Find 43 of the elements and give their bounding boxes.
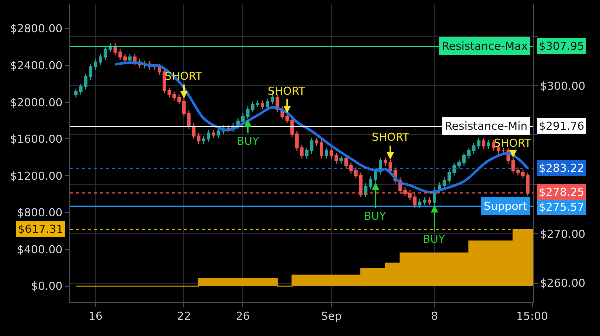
candlestick (197, 132, 201, 145)
x-tick-label: 22 (177, 310, 192, 324)
y2-tick-label: $2000.00 (10, 96, 63, 110)
y-tick-label: $307.95 (539, 40, 584, 53)
candlestick (324, 148, 328, 160)
annotation: SHORT (372, 131, 410, 144)
annotation: BUY (423, 233, 446, 246)
candlestick (487, 140, 490, 150)
x-tick-label: 15:00 (516, 310, 548, 324)
candlestick (261, 100, 265, 110)
x-tick-label: 16 (88, 310, 103, 324)
annotation: BUY (364, 210, 387, 223)
candlestick (212, 130, 216, 139)
y2-tick-label: $1600.00 (10, 133, 63, 146)
y2-tick-label: $1200.00 (10, 170, 63, 183)
ref-line-label: Support (484, 200, 528, 213)
candlestick (428, 196, 432, 206)
annotation: SHORT (268, 85, 306, 98)
y2-tick-label: $400.00 (17, 243, 63, 256)
y2-tick-label: $617.31 (18, 223, 64, 236)
y2-tick-label: $0.00 (31, 280, 63, 294)
y-tick-label: $275.57 (539, 201, 584, 214)
annotation: BUY (237, 135, 260, 148)
x-tick-label: 8 (431, 310, 438, 324)
candlestick (482, 138, 486, 150)
y-tick-label: $278.25 (539, 186, 584, 199)
ref-line-label: Resistance-Min (445, 120, 528, 133)
y-tick-label: $270.00 (540, 228, 586, 241)
y2-tick-label: $800.00 (17, 206, 63, 220)
candlestick (340, 155, 344, 164)
x-tick-label: 26 (236, 310, 250, 324)
candlestick (502, 148, 506, 154)
y-tick-label: $300.00 (540, 80, 586, 93)
candlestick (153, 64, 156, 71)
y2-tick-label: $2400.00 (10, 59, 63, 72)
y-tick-label: $260.00 (540, 277, 586, 290)
y-tick-label: $291.76 (539, 120, 584, 133)
y-tick-label: $283.22 (539, 162, 584, 175)
candlestick (128, 54, 132, 64)
y2-tick-label: $2800.00 (10, 22, 63, 36)
ref-line-label: Resistance-Max (442, 40, 528, 53)
annotation: SHORT (494, 137, 532, 150)
x-tick-label: Sep (321, 310, 342, 324)
